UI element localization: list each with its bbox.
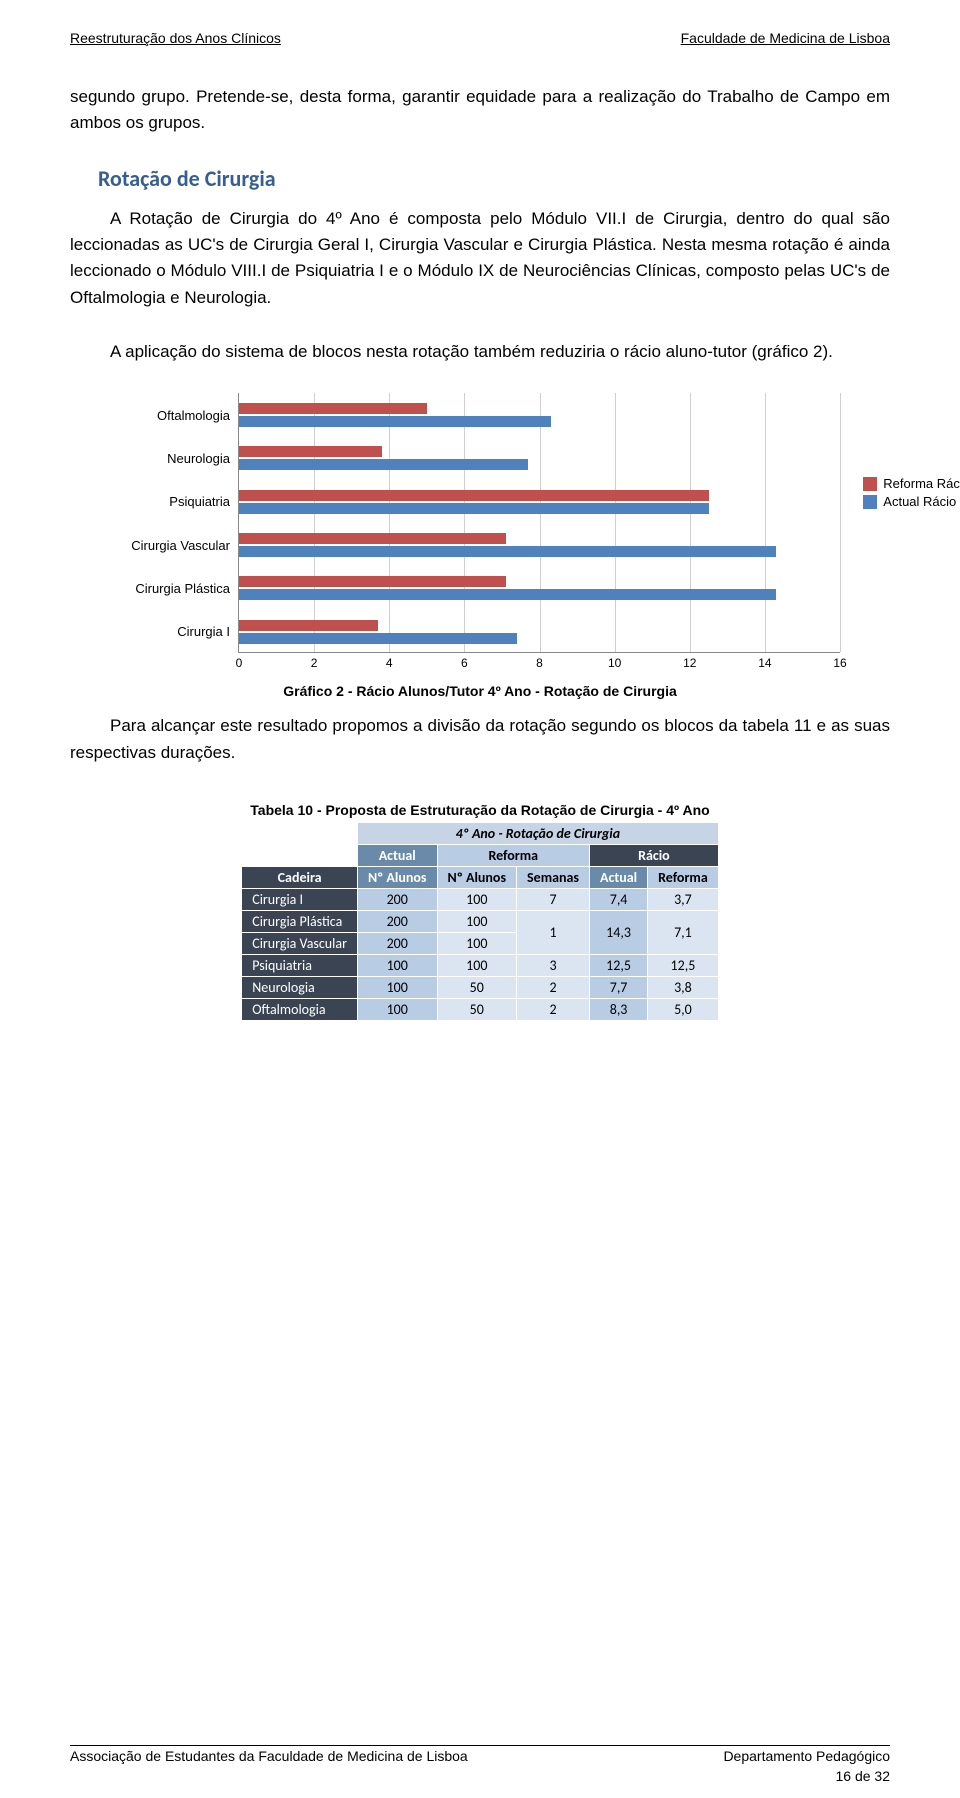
bar (239, 490, 709, 501)
page-footer: Associação de Estudantes da Faculdade de… (70, 1745, 890, 1764)
legend-item: Reforma Rácio (863, 476, 960, 491)
bar-row (239, 567, 840, 610)
legend-swatch (863, 477, 877, 491)
chart-plot-area: 0246810121416 (238, 393, 840, 653)
legend-label: Reforma Rácio (883, 476, 960, 491)
y-category-label: Oftalmologia (120, 394, 230, 437)
x-tick: 6 (461, 656, 468, 670)
y-category-label: Cirurgia Plástica (120, 567, 230, 610)
bar (239, 446, 382, 457)
x-tick: 10 (608, 656, 621, 670)
paragraph-2: A Rotação de Cirurgia do 4º Ano é compos… (70, 206, 890, 311)
y-category-label: Neurologia (120, 437, 230, 480)
footer-right: Departamento Pedagógico (723, 1748, 890, 1764)
table-row-label: Cirurgia I (242, 889, 358, 911)
chart-x-ticks: 0246810121416 (239, 652, 840, 678)
bar-row (239, 523, 840, 566)
x-tick: 12 (683, 656, 696, 670)
bar (239, 459, 528, 470)
ratio-chart: OftalmologiaNeurologiaPsiquiatriaCirurgi… (120, 393, 840, 653)
paragraph-4: Para alcançar este resultado propomos a … (70, 713, 890, 766)
bar-row (239, 610, 840, 653)
x-tick: 4 (386, 656, 393, 670)
header-right: Faculdade de Medicina de Lisboa (681, 30, 890, 46)
bar-row (239, 480, 840, 523)
bar-row (239, 437, 840, 480)
chart-y-labels: OftalmologiaNeurologiaPsiquiatriaCirurgi… (120, 393, 238, 653)
bar (239, 416, 551, 427)
table-row-label: Cirurgia Plástica (242, 911, 358, 933)
legend-item: Actual Rácio (863, 494, 960, 509)
page-header: Reestruturação dos Anos Clínicos Faculda… (70, 30, 890, 46)
bar (239, 546, 776, 557)
bar-row (239, 393, 840, 436)
header-left: Reestruturação dos Anos Clínicos (70, 30, 281, 46)
page-number: 16 de 32 (836, 1768, 891, 1784)
table-title: Tabela 10 - Proposta de Estruturação da … (70, 802, 890, 818)
legend-label: Actual Rácio (883, 494, 956, 509)
table-row-label: Oftalmologia (242, 999, 358, 1021)
x-tick: 8 (536, 656, 543, 670)
bar (239, 633, 517, 644)
x-tick: 16 (833, 656, 846, 670)
y-category-label: Psiquiatria (120, 480, 230, 523)
page: Reestruturação dos Anos Clínicos Faculda… (0, 0, 960, 1798)
paragraph-1: segundo grupo. Pretende-se, desta forma,… (70, 84, 890, 137)
legend-swatch (863, 495, 877, 509)
x-tick: 14 (758, 656, 771, 670)
x-tick: 2 (311, 656, 318, 670)
bar (239, 620, 378, 631)
rotation-table: 4º Ano - Rotação de CirurgiaActualReform… (241, 822, 719, 1021)
chart-legend: Reforma Rácio Actual Rácio (863, 473, 960, 512)
bar (239, 576, 506, 587)
bar (239, 533, 506, 544)
footer-left: Associação de Estudantes da Faculdade de… (70, 1748, 468, 1764)
chart-caption: Gráfico 2 - Rácio Alunos/Tutor 4º Ano - … (70, 683, 890, 699)
y-category-label: Cirurgia I (120, 610, 230, 653)
table-row-label: Cirurgia Vascular (242, 933, 358, 955)
y-category-label: Cirurgia Vascular (120, 524, 230, 567)
section-title: Rotação de Cirurgia (98, 165, 890, 192)
x-tick: 0 (236, 656, 243, 670)
bar (239, 589, 776, 600)
table-row-label: Psiquiatria (242, 955, 358, 977)
bar (239, 503, 709, 514)
bar (239, 403, 427, 414)
table-row-label: Neurologia (242, 977, 358, 999)
paragraph-3: A aplicação do sistema de blocos nesta r… (70, 339, 890, 365)
